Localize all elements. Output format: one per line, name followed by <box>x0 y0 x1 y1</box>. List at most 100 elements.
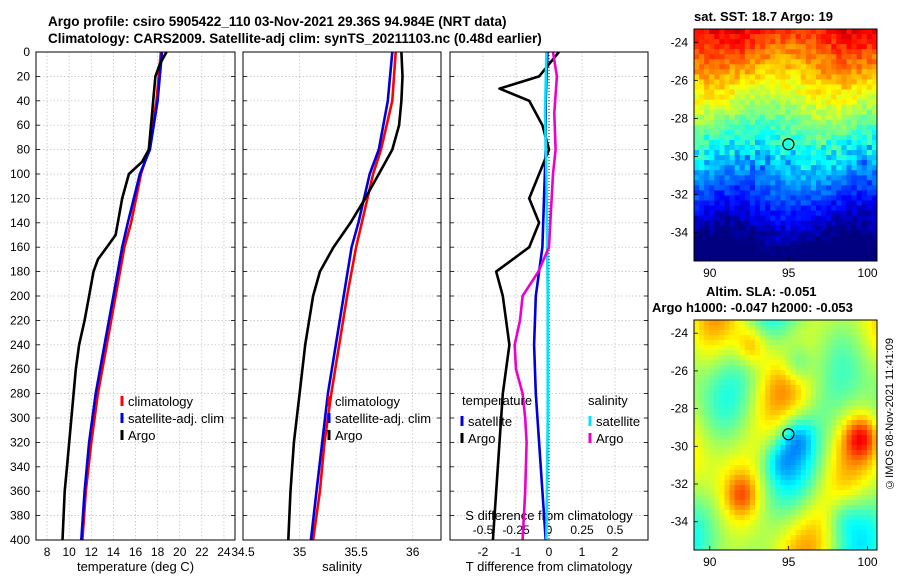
field-cell <box>810 94 817 101</box>
field-cell <box>856 410 863 416</box>
field-cell <box>749 455 756 461</box>
field-cell <box>714 480 720 486</box>
field-cell <box>856 129 863 136</box>
field-cell <box>826 385 832 391</box>
field-cell <box>760 355 766 361</box>
field-cell <box>790 165 797 171</box>
field-cell <box>749 500 756 506</box>
field-cell <box>871 415 877 421</box>
field-cell <box>724 235 730 242</box>
field-cell <box>821 235 827 242</box>
field-cell <box>871 530 877 536</box>
field-cell <box>856 210 863 217</box>
field-cell <box>871 435 877 441</box>
field-cell <box>714 230 720 237</box>
field-cell <box>734 29 741 35</box>
field-cell <box>836 405 842 411</box>
field-cell <box>734 490 741 496</box>
field-cell <box>816 99 822 106</box>
field-cell <box>866 84 873 90</box>
field-cell <box>739 390 746 396</box>
field-cell <box>826 460 832 466</box>
field-cell <box>694 330 700 336</box>
field-cell <box>866 230 873 237</box>
field-cell <box>810 515 817 521</box>
field-cell <box>765 435 771 441</box>
field-cell <box>805 114 812 121</box>
field-cell <box>795 119 802 126</box>
field-cell <box>770 245 776 252</box>
field-cell <box>810 385 817 391</box>
field-cell <box>729 210 736 217</box>
field-cell <box>775 155 781 161</box>
field-cell <box>790 370 797 376</box>
field-cell <box>760 440 766 446</box>
field-cell <box>709 390 715 396</box>
field-cell <box>729 185 736 191</box>
field-cell <box>790 170 797 176</box>
field-cell <box>816 330 822 336</box>
field-cell <box>770 540 776 546</box>
field-cell <box>826 345 832 351</box>
field-cell <box>709 155 715 161</box>
legend-entry: Argo <box>128 428 155 443</box>
field-cell <box>826 540 832 546</box>
field-cell <box>861 405 868 411</box>
field-cell <box>795 460 802 466</box>
field-cell <box>780 335 786 341</box>
field-cell <box>836 375 842 381</box>
field-cell <box>780 490 786 496</box>
field-cell <box>871 380 877 386</box>
field-cell <box>744 39 751 45</box>
field-cell <box>861 325 868 331</box>
field-cell <box>810 190 817 196</box>
field-cell <box>810 500 817 506</box>
field-cell <box>775 525 781 531</box>
field-cell <box>790 520 797 526</box>
field-cell <box>765 345 771 351</box>
field-cell <box>744 335 751 341</box>
field-cell <box>744 104 751 111</box>
x-tick-label: -2 <box>478 545 489 559</box>
field-cell <box>714 200 720 206</box>
field-cell <box>790 210 797 217</box>
field-cell <box>739 89 746 95</box>
field-cell <box>790 155 797 161</box>
field-cell <box>694 325 700 331</box>
field-cell <box>694 54 700 60</box>
field-cell <box>871 450 877 456</box>
field-cell <box>770 490 776 496</box>
field-cell <box>841 34 847 40</box>
field-cell <box>851 255 858 261</box>
field-cell <box>805 370 812 376</box>
field-cell <box>719 470 725 476</box>
legend-group-title: salinity <box>588 393 628 408</box>
field-cell <box>739 480 746 486</box>
field-cell <box>836 465 842 471</box>
field-cell <box>744 460 751 466</box>
field-cell <box>800 44 807 50</box>
field-cell <box>826 69 832 75</box>
field-cell <box>775 145 781 151</box>
field-cell <box>836 134 842 141</box>
field-cell <box>841 109 847 116</box>
field-cell <box>805 415 812 421</box>
field-cell <box>861 430 868 436</box>
field-cell <box>790 440 797 446</box>
field-cell <box>734 455 741 461</box>
field-cell <box>836 530 842 536</box>
field-cell <box>760 515 766 521</box>
field-cell <box>744 84 751 90</box>
field-cell <box>795 89 802 95</box>
field-cell <box>714 330 720 336</box>
legend-entry: satellite-adj. clim <box>335 411 431 426</box>
field-cell <box>821 410 827 416</box>
field-cell <box>714 215 720 222</box>
field-cell <box>861 465 868 471</box>
field-cell <box>800 400 807 406</box>
field-cell <box>805 175 812 181</box>
field-cell <box>714 440 720 446</box>
field-cell <box>694 49 700 55</box>
field-cell <box>836 104 842 111</box>
field-cell <box>734 325 741 331</box>
